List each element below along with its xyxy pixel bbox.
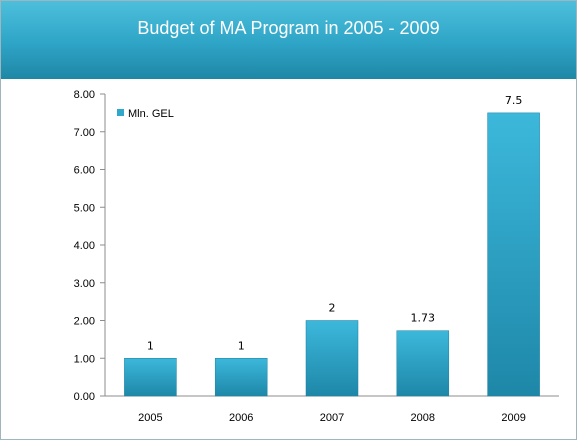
x-tick-label: 2009 xyxy=(501,412,525,424)
bar xyxy=(214,358,268,397)
bar xyxy=(124,358,177,397)
y-tick-label: 7.00 xyxy=(74,127,95,139)
y-tick-label: 1.00 xyxy=(74,353,95,365)
data-label: 1 xyxy=(238,339,245,352)
data-label: 7.5 xyxy=(505,94,523,107)
bar xyxy=(396,330,450,397)
x-tick-label: 2008 xyxy=(411,412,435,424)
chart-title: Budget of MA Program in 2005 - 2009 xyxy=(137,18,440,38)
data-label: 1.73 xyxy=(411,312,436,325)
bar xyxy=(487,112,540,397)
y-tick-label: 2.00 xyxy=(74,316,95,328)
data-label: 1 xyxy=(147,339,154,352)
chart-header: Budget of MA Program in 2005 - 2009 xyxy=(1,1,576,79)
x-tick-label: 2007 xyxy=(320,412,344,424)
plot-area xyxy=(1,79,576,439)
data-label: 2 xyxy=(329,302,336,315)
y-tick-label: 0.00 xyxy=(74,391,95,403)
legend-swatch xyxy=(117,109,124,116)
bar xyxy=(305,320,359,397)
x-tick-label: 2006 xyxy=(229,412,253,424)
y-tick-label: 6.00 xyxy=(74,165,95,177)
y-tick-label: 3.00 xyxy=(74,278,95,290)
y-tick-label: 4.00 xyxy=(74,240,95,252)
x-tick-label: 2005 xyxy=(138,412,162,424)
legend-label: Mln. GEL xyxy=(128,108,174,120)
y-tick-label: 8.00 xyxy=(74,89,95,101)
y-tick-label: 5.00 xyxy=(74,202,95,214)
